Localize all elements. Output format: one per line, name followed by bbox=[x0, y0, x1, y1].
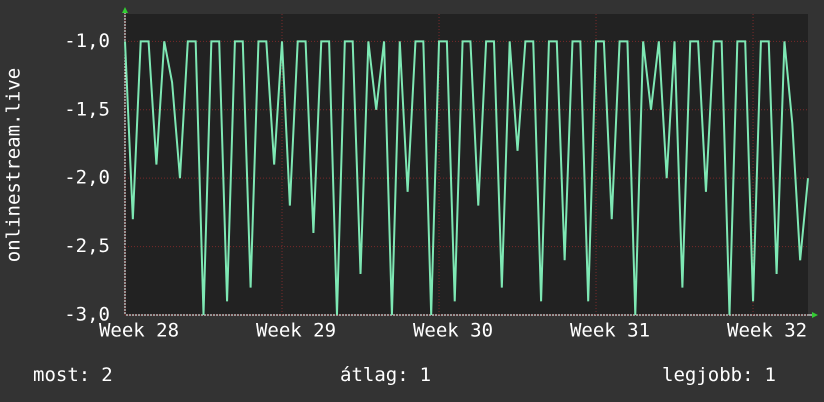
y-tick-label: -2,0 bbox=[64, 167, 110, 189]
stat: átlag: 1 bbox=[340, 364, 431, 386]
stat-value: 1 bbox=[420, 364, 431, 386]
arrow bbox=[122, 7, 128, 13]
stat-label: most: bbox=[33, 364, 90, 386]
x-tick-label: Week 30 bbox=[413, 320, 493, 342]
plot-area bbox=[125, 14, 808, 315]
stat-label: legjobb: bbox=[662, 364, 754, 386]
y-tick-label: -2,5 bbox=[64, 235, 110, 257]
stat: most: 2 bbox=[33, 364, 113, 386]
y-tick-label: -1,5 bbox=[64, 98, 110, 120]
stat-value: 2 bbox=[101, 364, 112, 386]
x-tick-label: Week 31 bbox=[570, 320, 650, 342]
stat-label: átlag: bbox=[340, 364, 409, 386]
x-tick-label: Week 29 bbox=[256, 320, 336, 342]
stat-value: 1 bbox=[765, 364, 776, 386]
y-axis-label: onlinestream.live bbox=[3, 68, 25, 262]
x-tick-label: Week 28 bbox=[99, 320, 179, 342]
x-tick-label: Week 32 bbox=[727, 320, 807, 342]
y-tick-label: -1,0 bbox=[64, 30, 110, 52]
data-line bbox=[124, 40, 809, 316]
stat: legjobb: 1 bbox=[662, 364, 776, 386]
arrow bbox=[812, 312, 818, 318]
y-tick-label: -3,0 bbox=[64, 304, 110, 326]
